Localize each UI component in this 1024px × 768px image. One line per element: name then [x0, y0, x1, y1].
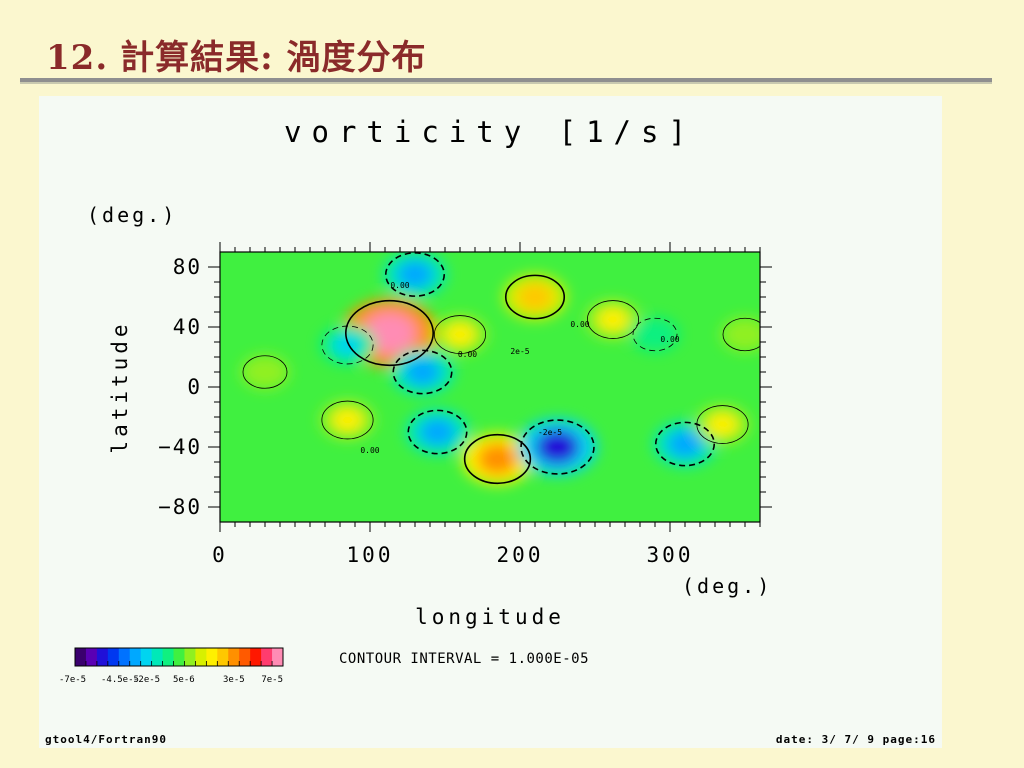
field-feature-core — [397, 260, 433, 289]
colorbar-swatch — [272, 648, 284, 666]
contour-line — [407, 409, 468, 455]
title-rule — [20, 78, 992, 82]
colorbar-swatch — [151, 648, 164, 666]
field-feature-core — [419, 418, 456, 446]
contour-line — [321, 325, 374, 365]
field-feature-core — [706, 412, 739, 437]
contour-line — [384, 252, 446, 297]
vorticity-chart: vorticity [1/s] (deg.) latitude 0.000.00… — [45, 115, 936, 746]
colorbar-swatch — [239, 648, 251, 666]
colorbar-swatch — [261, 648, 273, 666]
field-feature-core — [404, 358, 441, 386]
field-feature-core — [331, 407, 364, 433]
y-tick-label: −40 — [158, 435, 202, 459]
slide-title: 12. 計算結果: 渦度分布 — [46, 30, 427, 79]
x-tick-label: 200 — [497, 543, 544, 567]
contour-label: 2e-5 — [510, 347, 529, 356]
contour-line — [242, 355, 288, 389]
x-axis-label: longitude — [415, 605, 565, 629]
colorbar-swatch — [129, 648, 142, 666]
contour-line — [463, 433, 532, 485]
colorbar-swatch — [75, 648, 87, 666]
x-tick-label: 300 — [647, 543, 694, 567]
contour-line — [696, 405, 749, 444]
colorbar-swatch — [140, 648, 153, 666]
field-feature-core — [444, 322, 476, 347]
contour-line — [344, 299, 434, 367]
colorbar-tick-label: -2e-5 — [133, 675, 160, 685]
colorbar-swatch — [107, 648, 120, 666]
colorbar-swatch — [195, 648, 207, 666]
colorbar-swatch — [173, 648, 185, 666]
contour-line — [520, 419, 595, 475]
field-feature-core — [667, 430, 703, 458]
contour-line — [654, 421, 716, 467]
contour-label: 0.00 — [660, 335, 679, 344]
field-feature-core — [641, 323, 669, 346]
y-tick-label: 80 — [173, 255, 202, 279]
field-feature-core — [477, 443, 518, 475]
contour-line — [722, 317, 760, 352]
vorticity-field: 0.00 0.00 2e-5 0.00 0.00 -2e-5 0.00 — [220, 252, 760, 522]
contour-line — [504, 274, 566, 320]
colorbar-swatch — [184, 648, 196, 666]
colorbar-swatch — [228, 648, 240, 666]
colorbar-swatch — [118, 648, 131, 666]
chart-title: vorticity [1/s] — [284, 115, 696, 149]
contour-line — [632, 317, 678, 352]
contour-line — [586, 300, 640, 339]
colorbar-swatch — [206, 648, 218, 666]
contour-line — [433, 315, 487, 354]
slide-title-text: 計算結果: 渦度分布 — [120, 38, 427, 78]
footer-left: gtool4/Fortran90 — [45, 733, 167, 746]
contour-interval-label: CONTOUR INTERVAL = 1.000E-05 — [339, 651, 589, 667]
y-tick-label: −80 — [158, 495, 202, 519]
y-axis-label: latitude — [108, 320, 132, 453]
contour-label: 0.00 — [570, 320, 589, 329]
footer-right: date: 3/ 7/ 9 page:16 — [776, 733, 936, 746]
x-tick-label: 100 — [347, 543, 394, 567]
colorbar-tick-label: 3e-5 — [223, 675, 245, 685]
field-feature-core — [535, 429, 580, 465]
field-feature-core — [597, 307, 629, 332]
field-feature-core — [251, 361, 279, 383]
slide-number: 12. — [46, 38, 109, 78]
x-tick-label: 0 — [212, 543, 228, 567]
contour-label: 0.00 — [458, 350, 477, 359]
colorbar-tick-label: -4.5e-5 — [101, 675, 139, 685]
contour-label: -2e-5 — [538, 428, 562, 437]
colorbar-swatch — [85, 648, 98, 666]
colorbar-tick-label: 7e-5 — [261, 675, 283, 685]
colorbar — [74, 647, 284, 667]
y-tick-label: 0 — [187, 375, 202, 399]
field-feature-core — [362, 312, 417, 354]
field-feature-core — [731, 323, 759, 346]
colorbar-frame — [74, 647, 284, 667]
y-axis-unit: (deg.) — [87, 203, 177, 227]
contour-label: 0.00 — [390, 281, 409, 290]
field-feature-core — [331, 332, 364, 358]
colorbar-tick-label: -7e-5 — [59, 675, 86, 685]
contour-line — [321, 400, 374, 440]
contour-line — [392, 349, 453, 395]
colorbar-tick-label: 5e-6 — [173, 675, 195, 685]
colorbar-swatch — [96, 648, 109, 666]
colorbar-swatch — [217, 648, 229, 666]
y-tick-label: 40 — [173, 315, 202, 339]
field-feature-core — [517, 283, 553, 311]
x-axis-unit: (deg.) — [682, 574, 772, 598]
contour-label: 0.00 — [360, 446, 379, 455]
colorbar-swatch — [162, 648, 175, 666]
figure-panel: vorticity [1/s] (deg.) latitude 0.00 0.00… — [39, 96, 942, 748]
colorbar-swatch — [250, 648, 262, 666]
